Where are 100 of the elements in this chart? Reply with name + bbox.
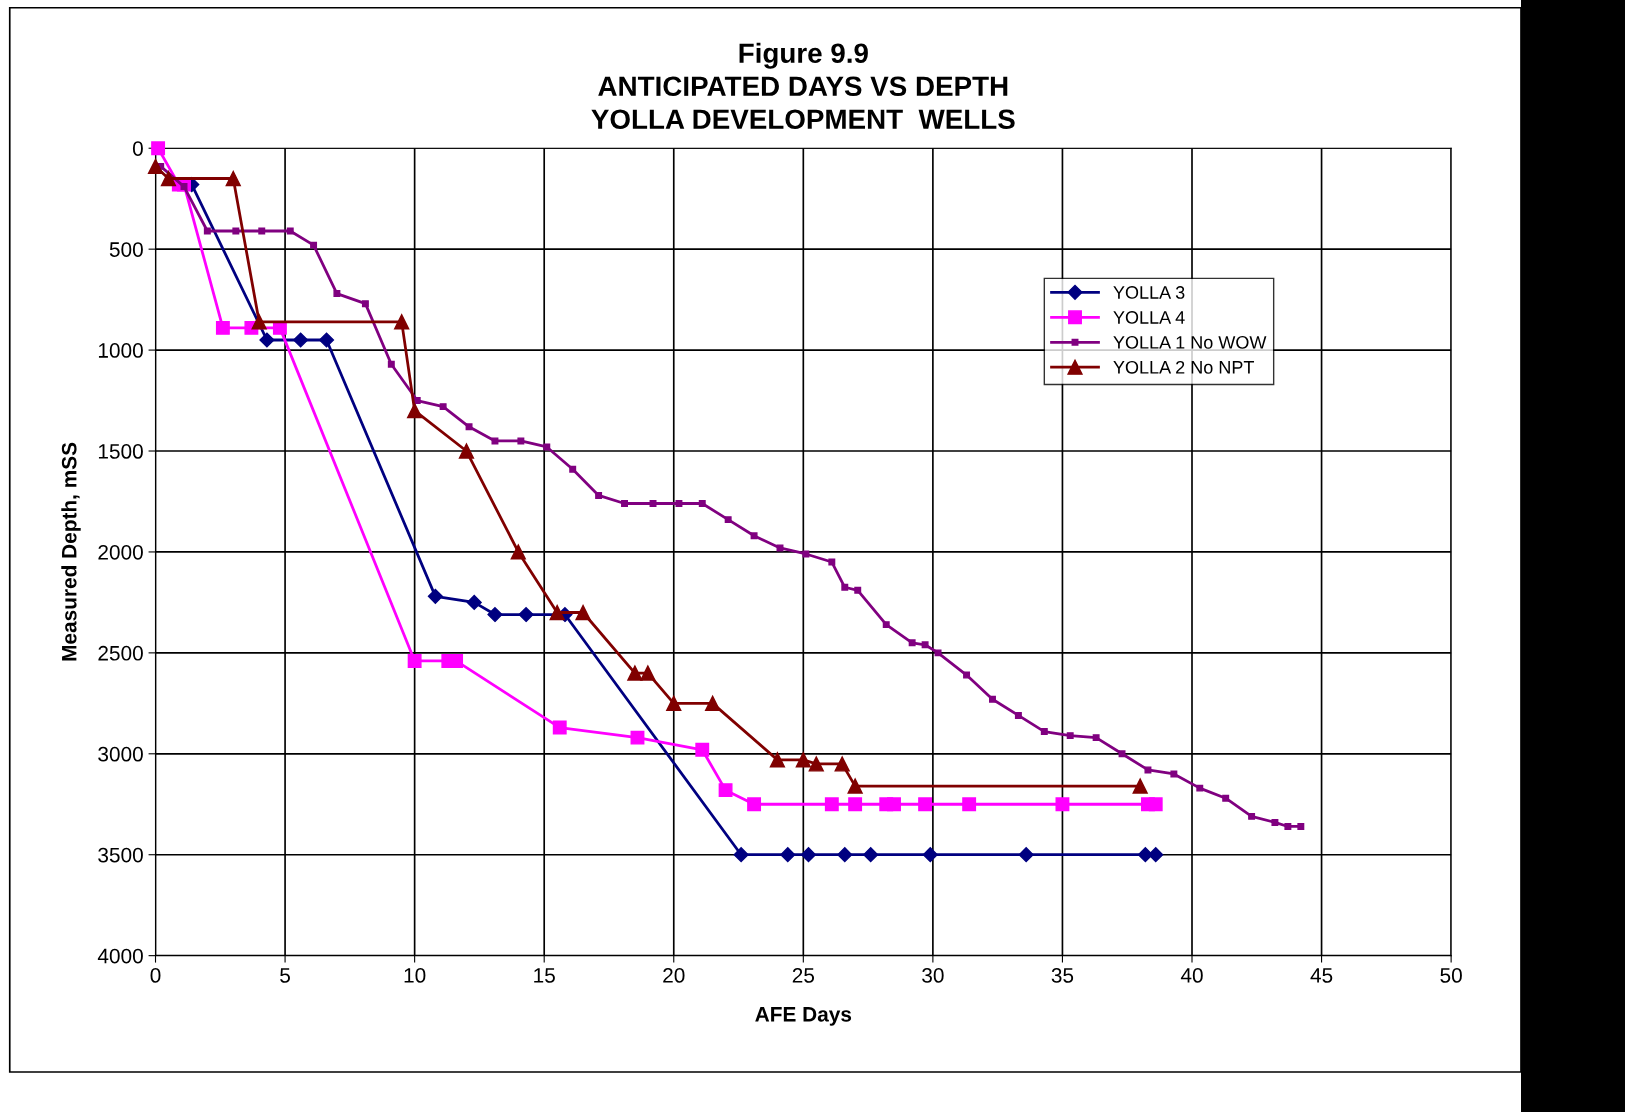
point — [1040, 728, 1048, 736]
point — [595, 491, 603, 499]
point — [1092, 734, 1100, 742]
point — [750, 532, 758, 540]
y-axis-title: Measured Depth, mSS — [61, 442, 81, 661]
x-tick-label: 5 — [280, 968, 290, 983]
point — [1271, 818, 1279, 826]
point — [724, 516, 732, 524]
point — [627, 665, 643, 681]
point — [407, 653, 422, 668]
y-tick-label: 4000 — [97, 948, 143, 964]
point — [649, 500, 657, 507]
legend-label: YOLLA 2 No NPT — [1113, 360, 1255, 374]
point — [837, 847, 853, 863]
point — [549, 604, 565, 621]
point — [160, 170, 177, 187]
point — [630, 730, 645, 745]
point — [675, 500, 683, 507]
point — [834, 756, 850, 772]
point — [1284, 822, 1292, 830]
y-tick-label: 500 — [109, 242, 143, 257]
y-tick-label: 1500 — [98, 444, 143, 459]
x-tick-label: 35 — [1051, 968, 1074, 983]
point — [1196, 784, 1204, 792]
point — [1144, 766, 1152, 774]
point — [259, 332, 275, 348]
point — [841, 583, 849, 591]
point — [1148, 797, 1163, 812]
point — [795, 752, 811, 768]
x-tick-label: 45 — [1310, 968, 1333, 983]
point — [747, 797, 762, 812]
y-tick-label: 3000 — [98, 746, 143, 762]
point — [962, 797, 977, 812]
point — [232, 227, 240, 235]
point — [918, 797, 933, 812]
legend-label: YOLLA 4 — [1113, 311, 1185, 324]
point — [1014, 711, 1022, 719]
point — [808, 756, 824, 772]
point — [575, 604, 591, 621]
x-tick-label: 15 — [534, 968, 555, 983]
legend-label: YOLLA 1 No WOW — [1113, 335, 1267, 349]
point — [517, 437, 525, 445]
point — [1132, 778, 1148, 794]
point — [215, 320, 230, 335]
point — [854, 586, 862, 594]
y-tick-label: 2500 — [98, 645, 143, 661]
point — [310, 241, 318, 249]
point — [847, 778, 863, 794]
point — [439, 403, 447, 411]
point — [552, 720, 567, 735]
point — [458, 443, 475, 459]
point — [733, 847, 749, 863]
point — [1066, 732, 1074, 740]
point — [510, 544, 526, 560]
point — [695, 742, 710, 757]
legend-label: YOLLA 3 — [1113, 286, 1185, 299]
point — [225, 170, 241, 187]
point — [989, 695, 996, 703]
point — [151, 141, 166, 156]
point — [921, 641, 929, 649]
point — [776, 544, 784, 552]
point — [293, 332, 309, 348]
point — [666, 695, 682, 711]
point — [491, 437, 499, 445]
point — [147, 158, 164, 175]
point — [1297, 822, 1305, 830]
x-tick-label: 30 — [922, 968, 944, 983]
point — [828, 558, 836, 566]
point — [802, 550, 810, 558]
point — [318, 332, 335, 348]
point — [251, 314, 267, 330]
y-tick-label: 0 — [132, 141, 143, 156]
point — [1148, 847, 1164, 863]
x-tick-label: 0 — [150, 968, 161, 983]
y-tick-label: 2000 — [98, 544, 143, 560]
point — [465, 423, 473, 431]
y-tick-label: 3500 — [98, 847, 143, 863]
y-tick-label: 1000 — [98, 343, 143, 358]
x-tick-label: 25 — [792, 968, 815, 983]
point — [413, 397, 421, 405]
point — [922, 847, 938, 863]
point — [1248, 812, 1256, 820]
point — [361, 300, 369, 308]
x-tick-label: 50 — [1440, 968, 1462, 983]
point — [800, 847, 817, 863]
point — [427, 588, 443, 604]
point — [621, 500, 628, 507]
point — [1055, 797, 1070, 812]
point — [333, 290, 341, 298]
point — [286, 227, 294, 235]
point — [704, 695, 721, 711]
x-axis-title: AFE Days — [755, 1007, 852, 1026]
point — [406, 403, 423, 419]
point — [1222, 794, 1230, 802]
point — [1018, 847, 1034, 863]
point — [887, 797, 901, 812]
point — [487, 606, 503, 623]
x-tick-label: 40 — [1180, 968, 1203, 983]
point — [863, 847, 879, 863]
point — [908, 639, 916, 647]
